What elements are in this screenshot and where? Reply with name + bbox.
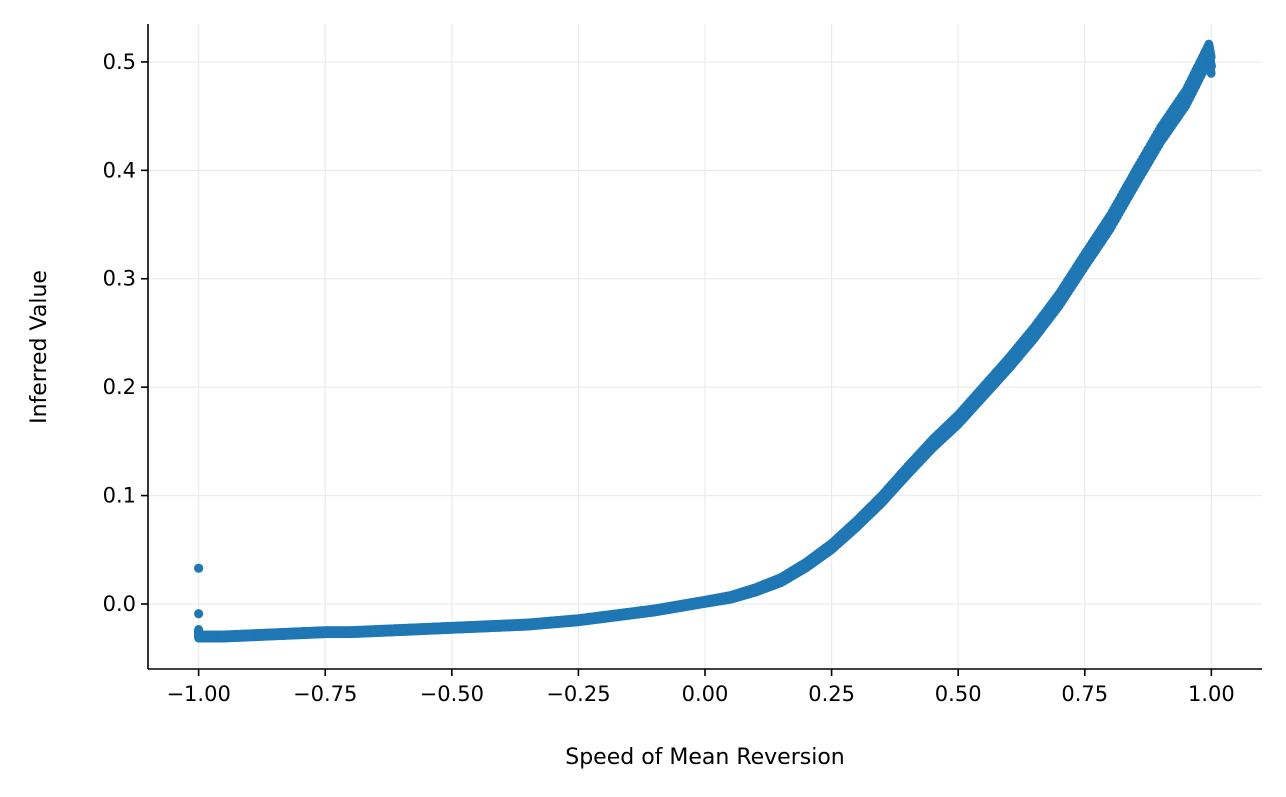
scatter-point <box>497 621 508 631</box>
scatter-point <box>447 623 457 633</box>
scatter-point <box>371 626 381 636</box>
x-tick-label: 0.00 <box>682 682 729 706</box>
scatter-point <box>776 575 786 585</box>
scatter-point <box>928 438 938 449</box>
scatter-point <box>902 466 913 476</box>
scatter-point <box>953 415 963 425</box>
scatter-point <box>649 605 659 616</box>
scatter-point <box>1105 217 1115 227</box>
scatter-point <box>725 592 735 603</box>
scatter-point <box>472 622 482 632</box>
x-tick-label: −0.75 <box>293 682 357 706</box>
x-axis-ticks: −1.00 −0.75 −0.50 −0.25 0.00 0.25 0.50 0.75 1.00 <box>166 669 1235 706</box>
scatter-point <box>877 494 887 504</box>
y-axis-ticks: 0.0 0.1 0.2 0.3 0.4 0.5 <box>103 50 148 616</box>
scatter-point <box>1130 173 1141 183</box>
y-tick-label: 0.0 <box>103 592 136 616</box>
scatter-point <box>194 631 204 642</box>
x-tick-label: 1.00 <box>1188 682 1235 706</box>
y-tick-label: 0.5 <box>103 50 136 74</box>
y-tick-label: 0.1 <box>103 484 136 508</box>
x-tick-label: −0.50 <box>420 682 484 706</box>
scatter-point <box>573 615 584 625</box>
y-axis-title: Inferred Value <box>27 270 52 424</box>
scatter-point <box>1080 255 1090 265</box>
scatter-point <box>219 631 229 642</box>
x-tick-label: −0.25 <box>546 682 610 706</box>
scatter-point <box>421 624 432 634</box>
x-axis-title: Speed of Mean Reversion <box>565 745 845 770</box>
scatter-point <box>852 519 862 529</box>
scatter-points <box>194 39 1216 643</box>
scatter-point <box>523 619 533 630</box>
x-tick-label: 0.50 <box>935 682 982 706</box>
scatter-point <box>624 609 634 619</box>
scatter-point <box>1206 61 1216 71</box>
scatter-point <box>320 627 330 637</box>
scatter-point <box>1004 358 1014 368</box>
scatter-point <box>599 612 609 622</box>
grid-lines <box>148 24 1262 669</box>
scatter-point <box>1156 129 1166 140</box>
scatter-point <box>295 628 305 638</box>
scatter-point <box>1204 47 1214 57</box>
scatter-point <box>751 585 761 595</box>
x-tick-label: 0.75 <box>1061 682 1108 706</box>
scatter-point <box>194 609 204 619</box>
y-tick-label: 0.2 <box>103 375 136 399</box>
x-tick-label: 0.25 <box>808 682 855 706</box>
scatter-point <box>1206 68 1216 78</box>
y-tick-label: 0.4 <box>103 158 136 182</box>
y-tick-label: 0.3 <box>103 267 136 291</box>
scatter-point <box>194 563 204 573</box>
scatter-point <box>1029 328 1039 338</box>
scatter-point <box>396 625 406 635</box>
scatter-point <box>345 627 356 637</box>
scatter-point <box>675 601 685 611</box>
scatter-point <box>548 617 558 627</box>
scatter-point <box>801 560 811 570</box>
scatter-point <box>1181 93 1191 103</box>
scatter-point <box>1054 294 1065 304</box>
scatter-point <box>269 629 280 639</box>
x-tick-label: −1.00 <box>166 682 230 706</box>
scatter-point <box>826 541 837 552</box>
scatter-point <box>700 597 710 607</box>
scatter-point <box>244 630 254 640</box>
scatter-point <box>978 386 989 397</box>
